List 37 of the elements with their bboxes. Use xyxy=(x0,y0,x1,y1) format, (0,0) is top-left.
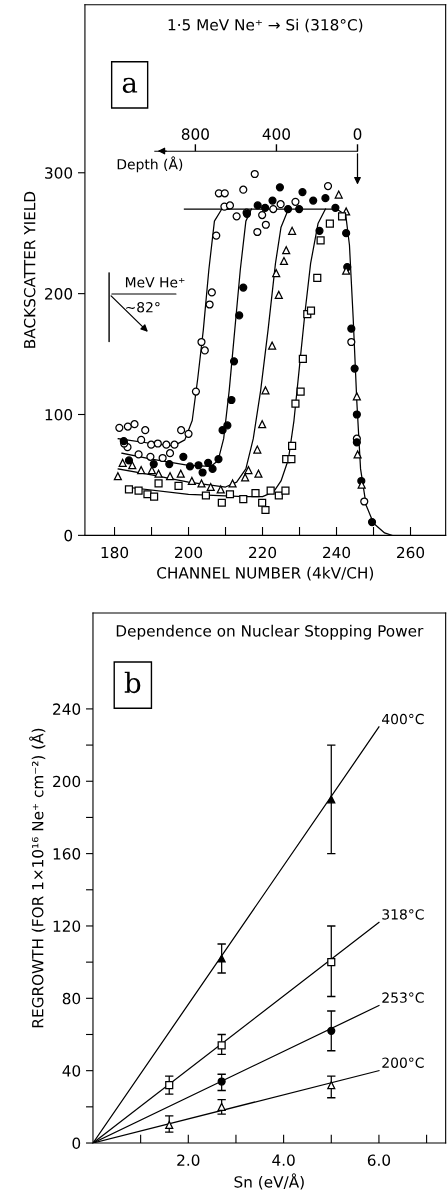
x2-axis-title: Depth (Å) xyxy=(117,156,183,173)
x-tick-label: 220 xyxy=(249,546,277,559)
annotation: ~82° xyxy=(126,301,160,313)
series-label: 318°C xyxy=(382,909,424,920)
y-tick-label: 100 xyxy=(45,408,73,421)
y-tick-label: 120 xyxy=(53,920,81,932)
y-tick-label: 200 xyxy=(53,775,81,788)
x2-tick-label: 400 xyxy=(262,128,291,140)
text: 1·5 MeV Ne⁺ → Si (318°C) xyxy=(168,18,363,33)
x-tick-label: 6.0 xyxy=(367,1154,391,1166)
annotation: MeV He⁺ xyxy=(125,277,185,288)
x2-tick-label: 800 xyxy=(181,128,209,140)
x-tick-label: 4.0 xyxy=(272,1154,295,1166)
series-label: 253°C xyxy=(382,992,424,1003)
x-tick-label: 260 xyxy=(397,546,425,559)
x-tick-label: 240 xyxy=(323,546,351,559)
y-axis-title: BACKSCATTER YIELD xyxy=(23,191,36,348)
annotation: a xyxy=(122,77,138,93)
x-tick-label: 2.0 xyxy=(177,1154,200,1166)
x2-tick-label: 0 xyxy=(353,128,362,140)
x-axis-title: CHANNEL NUMBER (4kV/CH) xyxy=(157,566,374,581)
x-axis-title: Sn (eV/Å) xyxy=(234,1173,304,1190)
x-tick-label: 180 xyxy=(101,546,129,559)
y-tick-label: 200 xyxy=(45,288,73,300)
y-tick-label: 300 xyxy=(45,167,73,179)
series-label: 200°C xyxy=(382,1057,424,1068)
y-tick-label: 40 xyxy=(62,1065,81,1077)
y-tick-label: 80 xyxy=(62,992,81,1005)
x-tick-label: 200 xyxy=(175,546,203,559)
text: Dependence on Nuclear Stopping Power xyxy=(116,624,424,640)
series-label: 400°C xyxy=(382,713,424,725)
y-tick-label: 0 xyxy=(72,1137,81,1150)
y-tick-label: 0 xyxy=(64,529,73,542)
y-axis-title: REGROWTH (FOR 1×10¹⁶ Ne⁺ cm⁻²) (Å) xyxy=(29,728,46,1028)
y-tick-label: 160 xyxy=(53,848,81,860)
annotation: b xyxy=(124,671,141,694)
y-tick-label: 240 xyxy=(53,703,81,715)
